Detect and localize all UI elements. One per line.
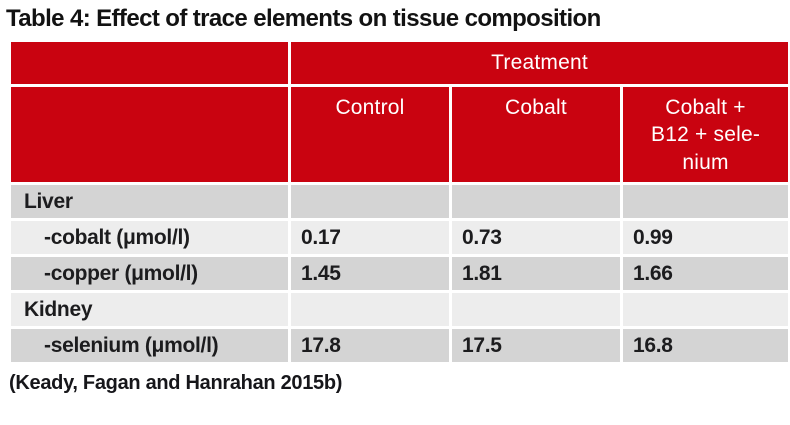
row-label-selenium: -selenium (μmol/l)	[8, 326, 291, 365]
cell-selenium-control: 17.8	[288, 326, 452, 365]
table-row-liver-copper: -copper (μmol/l) 1.45 1.81 1.66	[8, 254, 790, 293]
treatment-group-header-cell: Treatment	[287, 39, 790, 87]
table-figure: Table 4: Effect of trace elements on tiss…	[5, 3, 790, 394]
treatment-group-header-row: Treatment	[8, 39, 790, 87]
figure-title: Table 4: Effect of trace elements on tiss…	[5, 3, 788, 39]
cell-cobalt-cobalt: 0.73	[449, 218, 623, 257]
cell-cobalt-control: 0.17	[288, 218, 452, 257]
header-empty-cell	[8, 84, 291, 185]
column-header-cobalt: Cobalt	[449, 84, 623, 185]
cell-cobalt-cobalt-b12-selenium: 0.99	[619, 218, 790, 257]
cell-kidney-cobalt-b12-selenium	[619, 290, 790, 329]
cell-copper-cobalt-b12-selenium: 1.66	[619, 254, 790, 293]
header-corner-cell	[8, 39, 291, 87]
cell-copper-control: 1.45	[288, 254, 452, 293]
section-label-kidney: Kidney	[8, 290, 291, 329]
table-row-liver: Liver	[8, 182, 790, 221]
cell-selenium-cobalt: 17.5	[449, 326, 623, 365]
table-row-kidney: Kidney	[8, 290, 790, 329]
cell-liver-cobalt	[449, 182, 623, 221]
section-label-liver: Liver	[8, 182, 291, 221]
cell-kidney-cobalt	[449, 290, 623, 329]
cell-copper-cobalt: 1.81	[449, 254, 623, 293]
table-row-kidney-selenium: -selenium (μmol/l) 17.8 17.5 16.8	[8, 326, 790, 365]
figure-title-text: Effect of trace elements on tissue compo…	[96, 5, 601, 32]
column-header-cobalt-b12-selenium: Cobalt + B12 + sele- nium	[619, 84, 790, 185]
cell-selenium-cobalt-b12-selenium: 16.8	[619, 326, 790, 365]
row-label-copper: -copper (μmol/l)	[8, 254, 291, 293]
cell-liver-control	[288, 182, 452, 221]
table-row-liver-cobalt: -cobalt (μmol/l) 0.17 0.73 0.99	[8, 218, 790, 257]
column-header-control: Control	[288, 84, 452, 185]
trace-elements-table: Treatment Control Cobalt Cobalt + B12 + …	[8, 39, 790, 365]
source-citation: (Keady, Fagan and Hanrahan 2015b)	[9, 372, 343, 394]
cell-kidney-control	[288, 290, 452, 329]
column-header-row: Control Cobalt Cobalt + B12 + sele- nium	[8, 84, 790, 185]
row-label-cobalt: -cobalt (μmol/l)	[8, 218, 291, 257]
figure-title-label: Table 4:	[6, 5, 91, 32]
cell-liver-cobalt-b12-selenium	[619, 182, 790, 221]
